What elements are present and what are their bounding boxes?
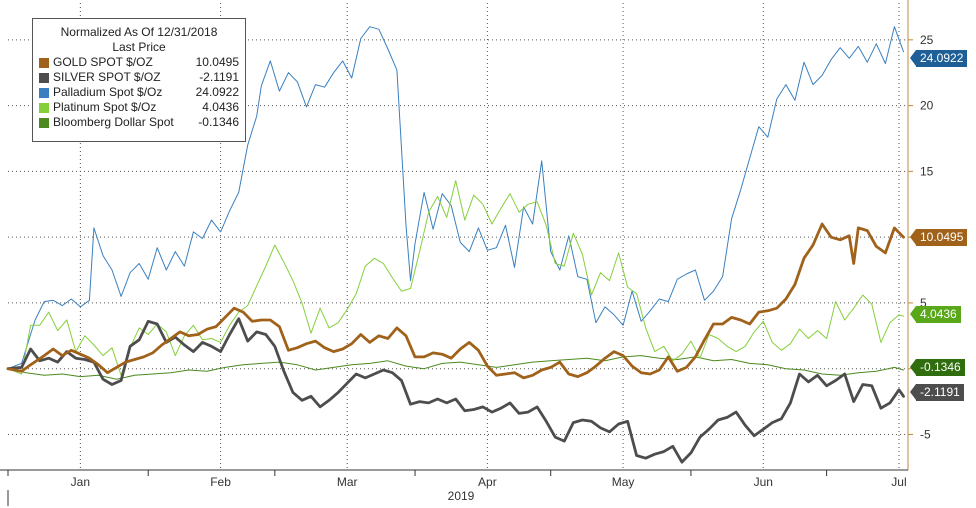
legend-title: Normalized As Of 12/31/2018 (60, 25, 218, 39)
x-axis-label: 2019 (448, 489, 475, 503)
x-tick-label: Mar (337, 475, 358, 489)
series-line-silver-spot-oz (6, 317, 905, 464)
legend-swatch (39, 87, 49, 98)
legend-series-name: SILVER SPOT $/OZ (53, 70, 161, 84)
legend-series-value: -2.1191 (199, 70, 239, 84)
last-value-tag: 24.0922 (909, 50, 968, 67)
legend-series-name: Bloomberg Dollar Spot (53, 115, 174, 129)
legend-series-value: 10.0495 (195, 55, 239, 69)
y-tick-label: 20 (920, 99, 934, 113)
legend-series-value: 24.0922 (195, 85, 239, 99)
last-value-tag: 10.0495 (909, 229, 968, 246)
legend-series-value: 4.0436 (202, 100, 239, 114)
legend-entry: Bloomberg Dollar Spot -0.1346 (39, 115, 239, 130)
legend-swatch (39, 102, 49, 113)
legend-entry: Palladium Spot $/Oz 24.0922 (39, 85, 239, 100)
legend-entry: Platinum Spot $/Oz 4.0436 (39, 100, 239, 115)
series-line-palladium-spot-oz (7, 26, 904, 370)
x-tick-labels: Jan Feb Mar Apr May Jun Jul (71, 475, 907, 489)
x-tick-label: Feb (210, 475, 231, 489)
series-lines (6, 26, 905, 464)
x-tick-label: Jun (754, 475, 773, 489)
x-tick-label: Jan (71, 475, 90, 489)
series-line-gold-spot-oz (6, 222, 905, 380)
last-value-tag: -0.1346 (910, 359, 965, 376)
legend-entry: GOLD SPOT $/OZ 10.0495 (39, 55, 239, 70)
x-tick-label: Jul (891, 475, 906, 489)
x-tick-label: Apr (478, 475, 497, 489)
legend-swatch (39, 117, 49, 128)
last-value-tag: -2.1191 (910, 384, 964, 401)
axes (0, 0, 913, 506)
y-tick-label: -5 (920, 427, 931, 441)
legend: Normalized As Of 12/31/2018 Last Price G… (32, 18, 246, 142)
legend-series-name: Palladium Spot $/Oz (53, 85, 163, 99)
legend-series-value: -0.1346 (198, 115, 239, 129)
last-value-tag: 4.0436 (910, 306, 961, 323)
legend-subtitle: Last Price (112, 40, 166, 54)
x-tick-label: May (612, 475, 635, 489)
legend-entries: GOLD SPOT $/OZ 10.0495 SILVER SPOT $/OZ -2.… (39, 55, 239, 130)
legend-entry: SILVER SPOT $/OZ -2.1191 (39, 70, 239, 85)
series-line-platinum-spot-oz (7, 180, 904, 376)
y-tick-label: 25 (920, 33, 934, 47)
legend-series-name: Platinum Spot $/Oz (53, 100, 157, 114)
legend-swatch (39, 72, 49, 83)
y-tick-label: 15 (920, 164, 934, 178)
series-line-bloomberg-dollar-spot (7, 355, 904, 380)
legend-series-name: GOLD SPOT $/OZ (53, 55, 153, 69)
y-tick-label: 5 (920, 296, 927, 310)
legend-swatch (39, 57, 49, 68)
